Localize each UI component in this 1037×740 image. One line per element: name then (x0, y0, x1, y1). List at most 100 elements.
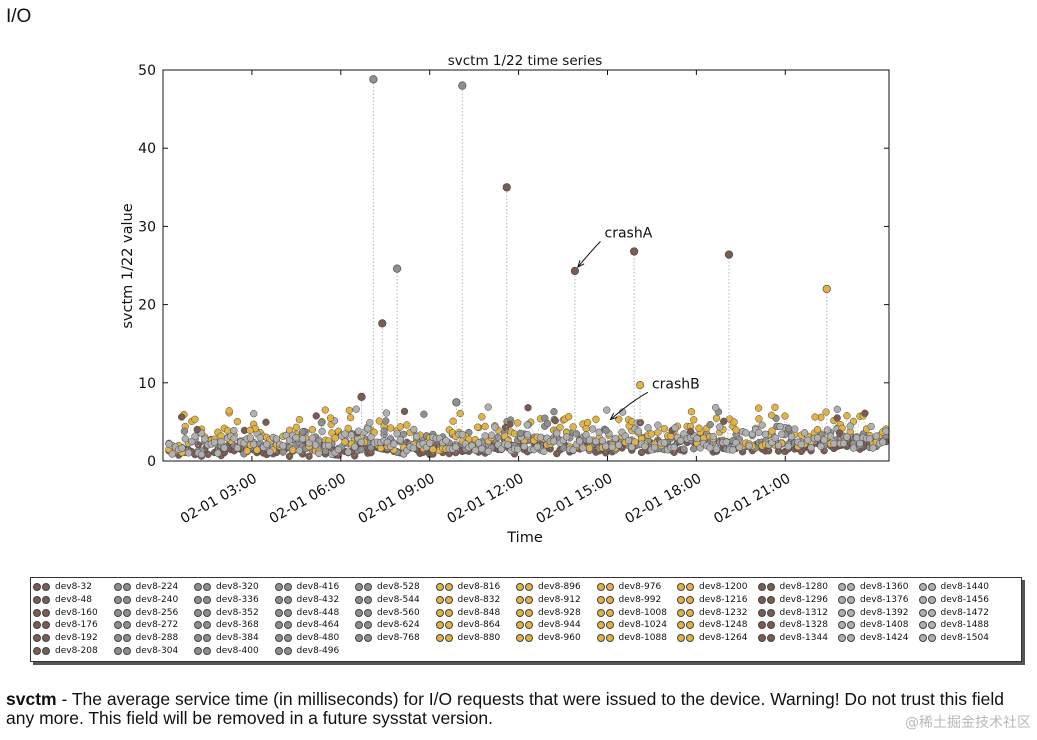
legend-item: dev8-208 (33, 645, 98, 657)
spike-point (724, 250, 734, 259)
legend-marker (355, 634, 363, 643)
data-point-silver (840, 439, 848, 448)
legend-label: dev8-176 (55, 620, 98, 631)
legend-item: dev8-1280 (757, 581, 828, 593)
legend-item: dev8-1008 (596, 607, 667, 619)
legend-marker (203, 608, 211, 617)
legend-marker (766, 608, 775, 617)
legend-label: dev8-32 (55, 582, 93, 592)
spike-point (822, 284, 831, 294)
legend-marker (847, 595, 855, 604)
legend-marker (42, 595, 50, 604)
x-tick-label: 02-01 12:00 (445, 471, 527, 528)
legend-item: dev8-160 (33, 607, 98, 619)
legend-marker (927, 608, 936, 617)
data-point-gold (695, 424, 703, 432)
data-point-silver (540, 447, 548, 456)
data-point-gold (615, 415, 623, 423)
legend-marker (194, 647, 202, 655)
data-point-silver (553, 429, 561, 437)
legend-item: dev8-864 (435, 619, 500, 631)
legend-item: dev8-320 (194, 581, 259, 593)
legend-item: dev8-48 (33, 594, 92, 606)
data-point-silver (882, 427, 890, 435)
legend-item: dev8-992 (596, 594, 661, 606)
legend-marker (525, 583, 533, 591)
data-point-silver (352, 405, 360, 413)
data-point-brown (637, 448, 646, 457)
legend-marker (113, 608, 122, 617)
legend-marker (766, 583, 775, 591)
series-line-segment (204, 449, 209, 455)
legend-marker (33, 634, 41, 643)
legend-marker (444, 583, 453, 591)
legend-item: dev8-224 (113, 581, 178, 593)
legend-item: dev8-256 (113, 607, 178, 619)
legend-marker (838, 634, 846, 643)
legend-item: dev8-544 (355, 594, 420, 606)
data-point-silver (585, 436, 594, 444)
series-line-segment (654, 425, 659, 448)
data-point-gold (225, 407, 233, 415)
series-line-segment (295, 437, 300, 451)
legend-marker (355, 608, 363, 617)
legend-marker (435, 608, 444, 617)
data-point-silver (579, 444, 587, 452)
legend-label: dev8-1424 (860, 633, 909, 644)
legend-marker (525, 634, 533, 643)
annotation-arrow (577, 240, 601, 268)
legend-marker (364, 634, 372, 643)
series-line-segment (771, 437, 776, 443)
data-point-silver (562, 433, 571, 441)
series-line-segment (735, 442, 740, 448)
data-point-silver (654, 421, 662, 429)
series-line-segment (501, 444, 505, 450)
data-point-silver (867, 422, 875, 431)
data-point-silver (660, 439, 669, 447)
metric-term: svctm (6, 689, 57, 709)
legend-marker (122, 621, 131, 630)
legend-label: dev8-1296 (779, 594, 828, 605)
legend-marker (686, 634, 694, 643)
legend-item: dev8-368 (194, 619, 259, 631)
legend-label: dev8-416 (296, 582, 340, 592)
plot-frame (162, 69, 890, 462)
y-tick-label: 40 (138, 141, 156, 157)
data-point-brown (861, 409, 869, 417)
x-tick-label: 02-01 06:00 (267, 471, 349, 528)
series-line-segment (403, 424, 408, 448)
data-point-gold (375, 417, 383, 425)
series-line-segment (699, 443, 704, 449)
legend-marker (274, 647, 283, 655)
data-point-gold (321, 406, 329, 414)
series-line-segment (605, 433, 610, 447)
legend-item: dev8-1264 (677, 632, 747, 644)
legend-item: dev8-624 (355, 619, 420, 631)
legend-marker (203, 583, 211, 591)
legend-item: dev8-480 (274, 632, 339, 644)
series-line-segment (481, 435, 486, 449)
data-point-brown (178, 413, 186, 421)
x-tick-label: 02-01 09:00 (356, 471, 438, 528)
data-point-gold (565, 413, 573, 421)
legend-label: dev8-624 (377, 620, 420, 631)
data-point-gold (732, 426, 740, 434)
legend-marker (918, 634, 927, 643)
series-line-segment (455, 434, 460, 448)
legend-marker (927, 621, 936, 630)
series-line-segment (318, 421, 323, 452)
legend-marker (677, 634, 685, 643)
series-line-segment (608, 433, 613, 448)
legend-marker (516, 608, 524, 617)
legend-item: dev8-32 (33, 581, 92, 593)
legend-marker (283, 621, 292, 630)
series-line-segment (240, 441, 245, 454)
data-point-silver (677, 437, 685, 445)
legend-marker (838, 583, 846, 591)
legend-label: dev8-288 (135, 633, 179, 644)
series-line-segment (582, 434, 587, 448)
legend-item: dev8-352 (194, 607, 259, 619)
legend-marker (33, 621, 41, 630)
data-point-silver (817, 442, 825, 450)
series-line-segment (618, 432, 623, 446)
